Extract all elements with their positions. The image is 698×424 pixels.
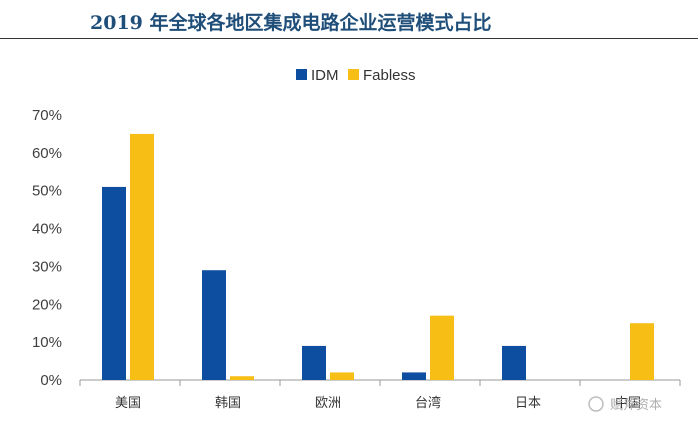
x-category-label: 日本: [515, 396, 541, 411]
bar-fabless-5: [630, 323, 654, 380]
y-tick-label: 0%: [40, 372, 62, 389]
y-tick-label: 10%: [32, 334, 62, 351]
chart-title: 2019 年全球各地区集成电路企业运营模式占比: [90, 12, 492, 34]
y-tick-label: 40%: [32, 221, 62, 238]
y-tick-label: 50%: [32, 183, 62, 200]
x-category-label: 美国: [115, 396, 141, 411]
y-tick-label: 30%: [32, 258, 62, 275]
x-category-label: 韩国: [215, 396, 241, 411]
bar-fabless-1: [230, 376, 254, 380]
x-category-label: 欧洲: [315, 396, 341, 411]
title-divider: [0, 38, 698, 39]
legend-swatch-fabless: [348, 69, 359, 80]
y-tick-label: 60%: [32, 145, 62, 162]
x-category-label: 台湾: [415, 395, 441, 411]
x-category-label: 中国: [615, 396, 641, 411]
legend: IDM Fabless: [296, 67, 416, 84]
bar-idm-3: [402, 372, 426, 380]
watermark: 赋斧资本: [588, 396, 662, 413]
bar-fabless-2: [330, 372, 354, 380]
bar-idm-2: [302, 345, 326, 380]
legend-swatch-idm: [296, 69, 307, 80]
legend-label-fabless: Fabless: [363, 67, 416, 84]
bar-fabless-0: [130, 133, 154, 380]
bar-fabless-3: [430, 315, 454, 380]
y-tick-label: 20%: [32, 296, 62, 313]
x-axis-categories: 美国 韩国 欧洲 台湾 日本 中国: [79, 380, 681, 411]
watermark-text: 赋斧资本: [610, 398, 662, 413]
legend-label-idm: IDM: [311, 67, 339, 84]
bars: [102, 133, 654, 380]
bar-idm-1: [202, 270, 226, 380]
bar-idm-0: [102, 186, 126, 380]
y-tick-label: 70%: [32, 107, 62, 124]
y-axis-ticks: 0% 10% 20% 30% 40% 50% 60% 70%: [32, 107, 62, 389]
bar-idm-4: [502, 345, 526, 380]
watermark-logo-icon: [588, 396, 604, 412]
